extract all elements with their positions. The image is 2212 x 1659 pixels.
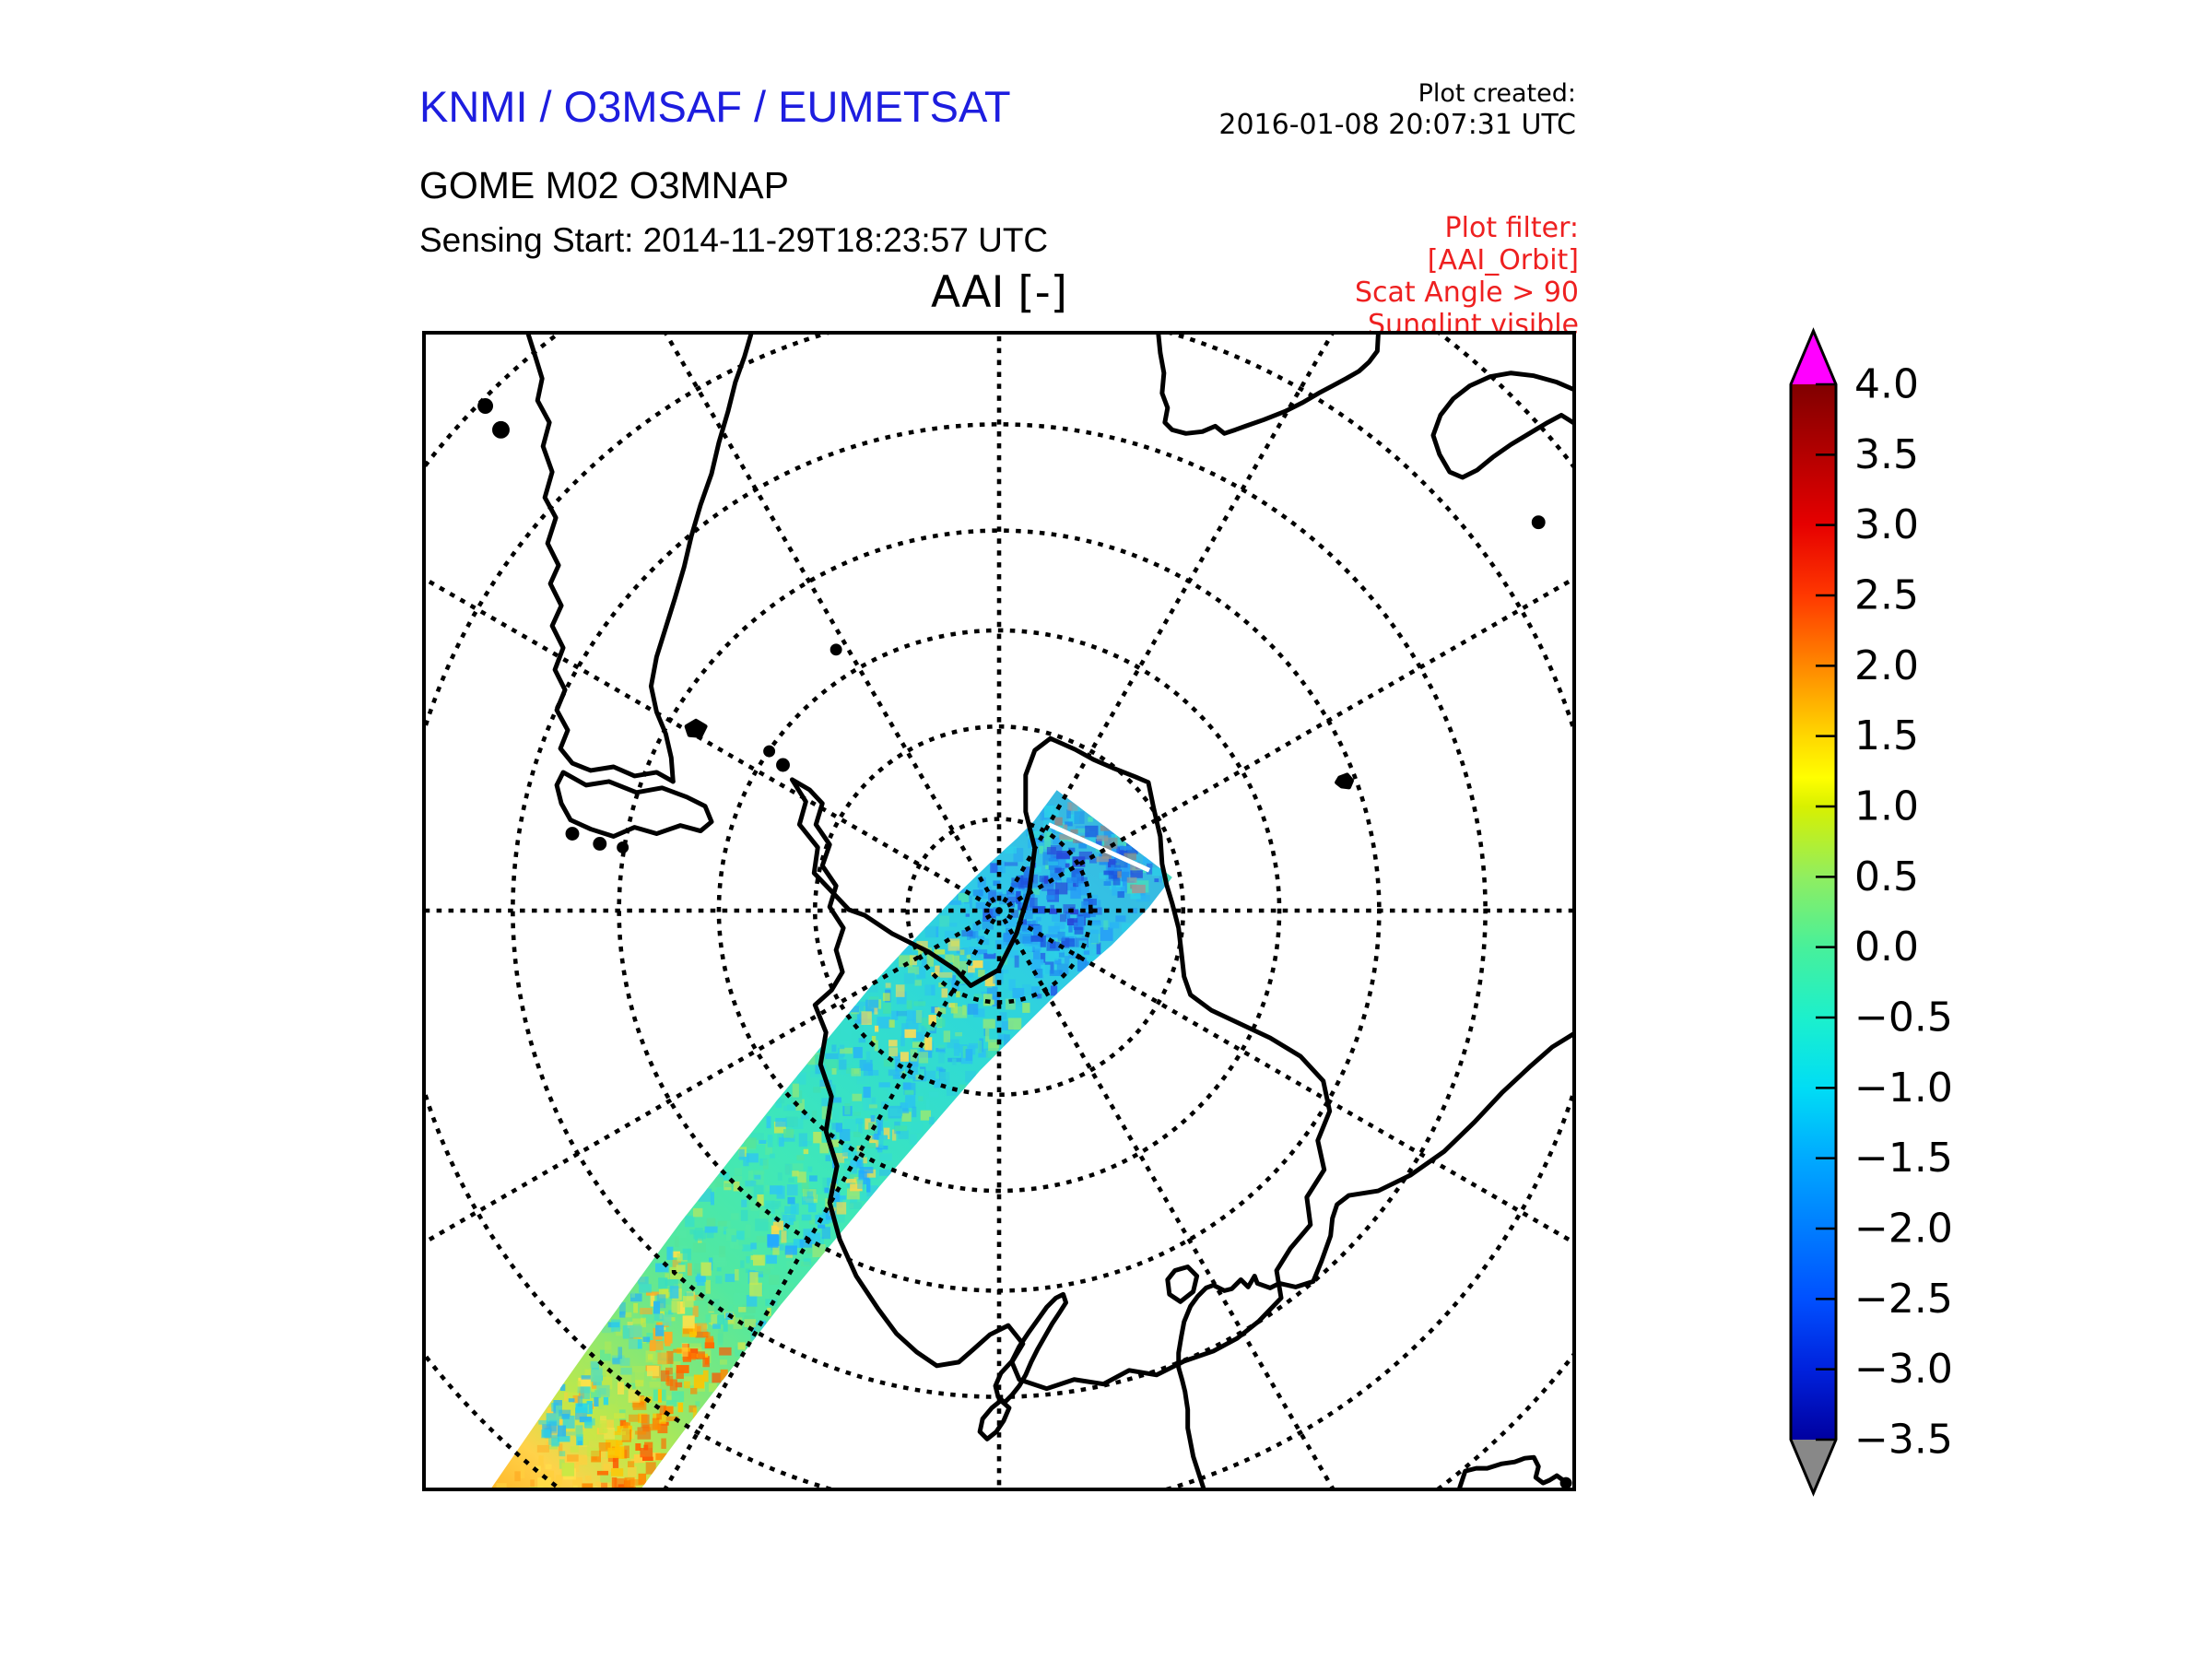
colorbar-scale: 4.0 3.5 3.0 2.5 2.0 1.5 1.0 0.5 0.0 −0.5 −1.0 −1.5 −… bbox=[1789, 327, 1953, 1497]
sensing-start: Sensing Start: 2014-11-29T18:23:57 UTC bbox=[419, 221, 1049, 259]
colorbar-tick-label: −0.5 bbox=[1854, 994, 1953, 1041]
page-title: KNMI / O3MSAF / EUMETSAT bbox=[419, 82, 1011, 131]
colorbar-tick-label: 3.0 bbox=[1854, 501, 1919, 548]
coastline-antarctica bbox=[789, 735, 1333, 1392]
coastline-corner-coast bbox=[1457, 1454, 1571, 1488]
graticule bbox=[426, 335, 1572, 1488]
small-island bbox=[1559, 1477, 1572, 1488]
latitude-circle bbox=[812, 724, 1186, 1098]
coastline-tasmania bbox=[1165, 1265, 1200, 1304]
colorbar-tick-label: 0.0 bbox=[1854, 924, 1919, 971]
plot-filter-line: Plot filter: bbox=[1444, 212, 1579, 244]
colorbar-tick-label: −2.0 bbox=[1854, 1206, 1953, 1253]
meridian-line bbox=[426, 577, 1003, 914]
small-island bbox=[565, 827, 580, 841]
coastline-madagascar bbox=[1430, 371, 1572, 480]
colorbar-tick-label: 4.0 bbox=[1854, 361, 1919, 408]
plot-created-timestamp: 2016-01-08 20:07:31 UTC bbox=[1218, 108, 1576, 141]
coastline-south-america-west-coast bbox=[525, 335, 676, 784]
coastline-new-zealand-north bbox=[977, 1398, 1012, 1441]
swath-gap-line bbox=[1047, 822, 1150, 873]
colorbar-tick-label: −3.0 bbox=[1854, 1346, 1953, 1393]
coastline-kerguelen-island bbox=[1335, 772, 1355, 790]
small-island bbox=[492, 420, 510, 439]
small-island bbox=[1531, 515, 1546, 530]
coastline-africa-south-coast bbox=[1156, 335, 1381, 436]
latitude-circle bbox=[716, 628, 1282, 1194]
colorbar-tick-label: 1.5 bbox=[1854, 712, 1919, 759]
colorbar-tick-label: −3.5 bbox=[1854, 1417, 1953, 1464]
colorbar-tick-label: 1.0 bbox=[1854, 783, 1919, 830]
coastline-falkland-islands bbox=[684, 718, 708, 738]
plot-created-block: Plot created: 2016-01-08 20:07:31 UTC bbox=[1106, 79, 1576, 141]
small-island bbox=[593, 837, 607, 851]
small-island bbox=[617, 841, 629, 853]
colorbar: 4.0 3.5 3.0 2.5 2.0 1.5 1.0 0.5 0.0 −0.5 −1.0 −1.5 −… bbox=[1774, 313, 2051, 1539]
colorbar-tick-label: −1.0 bbox=[1854, 1065, 1953, 1112]
small-island bbox=[830, 643, 842, 656]
coastline-south-america-east-coast bbox=[648, 335, 754, 784]
small-island bbox=[763, 745, 776, 758]
colorbar-under-arrow bbox=[1791, 1440, 1836, 1493]
small-island bbox=[776, 758, 790, 772]
small-island bbox=[477, 398, 494, 414]
colorbar-tick-label: −2.5 bbox=[1854, 1276, 1953, 1323]
plot-filter-line: Scat Angle > 90 bbox=[1355, 276, 1579, 309]
meridian-line bbox=[995, 907, 1572, 1244]
plot-filter-line: [AAI_Orbit] bbox=[1427, 244, 1579, 276]
plot-created-label: Plot created: bbox=[1418, 79, 1576, 108]
colorbar-tick-label: 3.5 bbox=[1854, 431, 1919, 478]
colorbar-tick-label: 2.0 bbox=[1854, 642, 1919, 689]
colorbar-tick-label: 0.5 bbox=[1854, 853, 1919, 900]
colorbar-gradient bbox=[1791, 384, 1836, 1440]
coastline-australia-coast bbox=[1176, 1031, 1572, 1488]
colorbar-tick-label: 2.5 bbox=[1854, 572, 1919, 619]
coastline-tierra-del-fuego bbox=[554, 770, 714, 840]
colorbar-tick-label: −1.5 bbox=[1854, 1135, 1953, 1182]
map-title: AAI [-] bbox=[930, 267, 1068, 318]
coastlines bbox=[477, 335, 1572, 1488]
map-canvas bbox=[422, 331, 1576, 1491]
colorbar-over-arrow bbox=[1791, 331, 1836, 384]
product-name: GOME M02 O3MNAP bbox=[419, 164, 789, 206]
latitude-circle bbox=[905, 817, 1093, 1005]
polar-map bbox=[426, 335, 1572, 1488]
